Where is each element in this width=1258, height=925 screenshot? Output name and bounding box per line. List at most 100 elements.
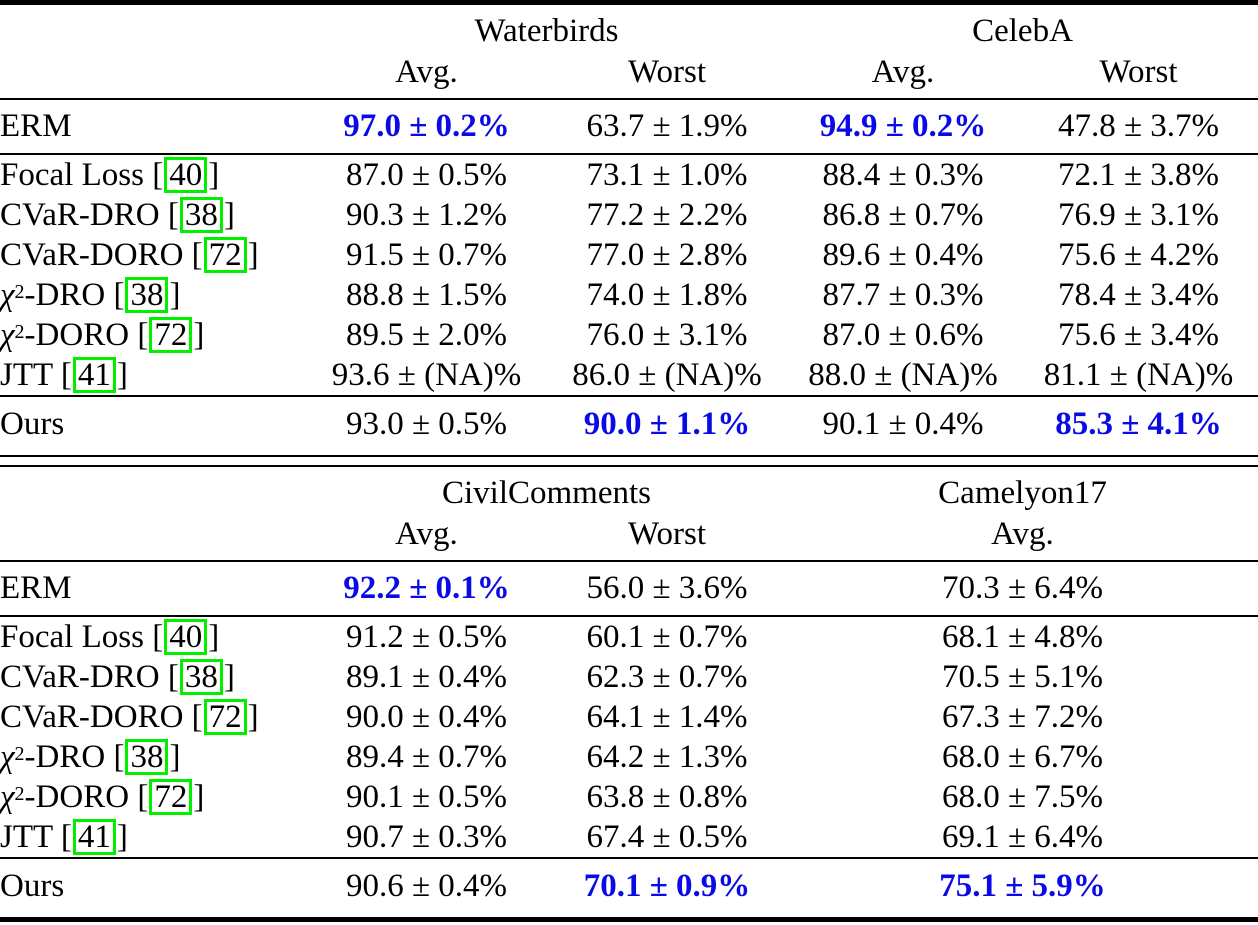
metric-value: 76.0 ± 3.1% <box>586 317 748 353</box>
results-table-waterbirds-celeba: Waterbirds CelebA Avg. Worst Avg. Worst ERM 97… <box>0 0 1258 455</box>
column-header: Worst <box>1019 52 1258 100</box>
table-row: Ours 90.6 ± 0.4% 70.1 ± 0.9% 75.1 ± 5.9% <box>0 857 1258 920</box>
metric-value: 56.0 ± 3.6% <box>547 561 787 617</box>
metric-value: 86.0 ± (NA)% <box>572 357 762 393</box>
citation-link[interactable]: 72 <box>203 237 247 273</box>
dataset-header: Camelyon17 <box>938 475 1107 511</box>
metric-value: 89.6 ± 0.4% <box>822 237 984 273</box>
metric-value: 88.0 ± (NA)% <box>808 357 998 393</box>
method-label: JTT [41] <box>0 357 128 393</box>
method-label: χ2-DRO [38] <box>0 739 181 775</box>
header-stub <box>0 514 306 562</box>
citation-link[interactable]: 38 <box>179 197 223 233</box>
method-label: χ2-DORO [72] <box>0 779 205 815</box>
method-label: JTT [41] <box>0 819 128 855</box>
column-header: Avg. <box>306 514 547 562</box>
metric-value: 89.1 ± 0.4% <box>345 659 508 695</box>
metric-value: 90.0 ± 1.1% <box>547 395 787 455</box>
metric-value: 72.1 ± 3.8% <box>1057 157 1220 193</box>
table-body: ERM 97.0 ± 0.2% 63.7 ± 1.9% 94.9 ± 0.2% 47.8… <box>0 99 1258 455</box>
citation-link[interactable]: 38 <box>179 659 223 695</box>
metric-value: 70.5 ± 5.1% <box>941 659 1104 695</box>
citation-link[interactable]: 40 <box>164 619 208 655</box>
metric-value: 89.4 ± 0.7% <box>345 739 508 775</box>
method-label: Ours <box>0 857 306 920</box>
chi-symbol: χ <box>0 317 15 353</box>
method-label: Focal Loss [40] <box>0 157 220 193</box>
metric-value: 74.0 ± 1.8% <box>586 277 748 313</box>
table-divider-rule <box>0 455 1258 467</box>
citation-link[interactable]: 72 <box>149 317 193 353</box>
metric-value: 63.8 ± 0.8% <box>586 779 748 815</box>
metric-value: 97.0 ± 0.2% <box>306 99 547 155</box>
column-subheader-row: Avg. Worst Avg. Worst <box>0 52 1258 100</box>
metric-value: 75.6 ± 4.2% <box>1057 237 1220 273</box>
table-header: Waterbirds CelebA Avg. Worst Avg. Worst <box>0 3 1258 100</box>
citation-link[interactable]: 40 <box>164 157 208 193</box>
metric-value: 78.4 ± 3.4% <box>1057 277 1220 313</box>
metric-value: 88.8 ± 1.5% <box>345 277 508 313</box>
dataset-group-row: CivilComments Camelyon17 <box>0 467 1258 514</box>
metric-value: 77.2 ± 2.2% <box>586 197 748 233</box>
dataset-header: CelebA <box>972 13 1073 49</box>
table-row: CVaR-DORO [72] 91.5 ± 0.7% 77.0 ± 2.8% 89.6… <box>0 235 1258 275</box>
metric-value: 90.3 ± 1.2% <box>345 197 508 233</box>
citation-link[interactable]: 72 <box>149 779 193 815</box>
table-row: CVaR-DRO [38] 89.1 ± 0.4% 62.3 ± 0.7% 70.5 … <box>0 657 1258 697</box>
metric-value: 86.8 ± 0.7% <box>822 197 984 233</box>
citation-link[interactable]: 38 <box>125 739 169 775</box>
table-row: Focal Loss [40] 91.2 ± 0.5% 60.1 ± 0.7% 68.… <box>0 616 1258 657</box>
superscript-2: 2 <box>14 281 25 303</box>
metric-value: 69.1 ± 6.4% <box>941 819 1104 855</box>
metric-value: 68.1 ± 4.8% <box>941 619 1104 655</box>
dataset-group-row: Waterbirds CelebA <box>0 3 1258 53</box>
method-label: χ2-DRO [38] <box>0 277 181 313</box>
table-row: ERM 92.2 ± 0.1% 56.0 ± 3.6% 70.3 ± 6.4% <box>0 561 1258 617</box>
method-label: CVaR-DORO [72] <box>0 699 259 735</box>
dataset-header: CivilComments <box>441 475 652 511</box>
table-row: χ2-DRO [38] 88.8 ± 1.5% 74.0 ± 1.8% 87.7 ± … <box>0 275 1258 315</box>
metric-value: 81.1 ± (NA)% <box>1043 357 1234 393</box>
citation-link[interactable]: 72 <box>203 699 247 735</box>
method-label: Focal Loss [40] <box>0 619 220 655</box>
metric-value: 90.1 ± 0.4% <box>787 395 1019 455</box>
citation-link[interactable]: 41 <box>72 357 116 393</box>
citation-link[interactable]: 38 <box>125 277 169 313</box>
column-header: Worst <box>547 514 787 562</box>
table-row: CVaR-DORO [72] 90.0 ± 0.4% 64.1 ± 1.4% 67.3… <box>0 697 1258 737</box>
method-label: ERM <box>0 561 306 617</box>
superscript-2: 2 <box>14 783 25 805</box>
method-label: χ2-DORO [72] <box>0 317 205 353</box>
metric-value: 62.3 ± 0.7% <box>586 659 748 695</box>
column-header: Avg. <box>306 52 547 100</box>
table-row: Focal Loss [40] 87.0 ± 0.5% 73.1 ± 1.0% 88.… <box>0 154 1258 195</box>
metric-value: 90.1 ± 0.5% <box>345 779 508 815</box>
metric-value: 76.9 ± 3.1% <box>1057 197 1220 233</box>
superscript-2: 2 <box>14 321 25 343</box>
metric-value: 68.0 ± 7.5% <box>941 779 1104 815</box>
metric-value: 90.7 ± 0.3% <box>345 819 508 855</box>
metric-value: 70.1 ± 0.9% <box>547 857 787 920</box>
metric-value: 87.0 ± 0.6% <box>822 317 984 353</box>
metric-value: 63.7 ± 1.9% <box>547 99 787 155</box>
metric-value: 93.6 ± (NA)% <box>331 357 522 393</box>
chi-symbol: χ <box>0 277 15 313</box>
table-row: χ2-DORO [72] 89.5 ± 2.0% 76.0 ± 3.1% 87.0 ±… <box>0 315 1258 355</box>
metric-value: 94.9 ± 0.2% <box>787 99 1019 155</box>
method-label: CVaR-DRO [38] <box>0 197 235 233</box>
metric-value: 92.2 ± 0.1% <box>306 561 547 617</box>
metric-value: 87.7 ± 0.3% <box>822 277 984 313</box>
metric-value: 64.1 ± 1.4% <box>586 699 748 735</box>
citation-link[interactable]: 41 <box>72 819 116 855</box>
table-header: CivilComments Camelyon17 Avg. Worst Avg. <box>0 467 1258 562</box>
metric-value: 47.8 ± 3.7% <box>1019 99 1258 155</box>
method-label: ERM <box>0 99 306 155</box>
metric-value: 67.4 ± 0.5% <box>586 819 748 855</box>
metric-value: 89.5 ± 2.0% <box>345 317 508 353</box>
metric-value: 90.6 ± 0.4% <box>306 857 547 920</box>
chi-symbol: χ <box>0 779 15 815</box>
results-table-civilcomments-camelyon17: CivilComments Camelyon17 Avg. Worst Avg. ERM… <box>0 467 1258 922</box>
metric-value: 70.3 ± 6.4% <box>787 561 1258 617</box>
metric-value: 77.0 ± 2.8% <box>586 237 748 273</box>
chi-symbol: χ <box>0 739 15 775</box>
